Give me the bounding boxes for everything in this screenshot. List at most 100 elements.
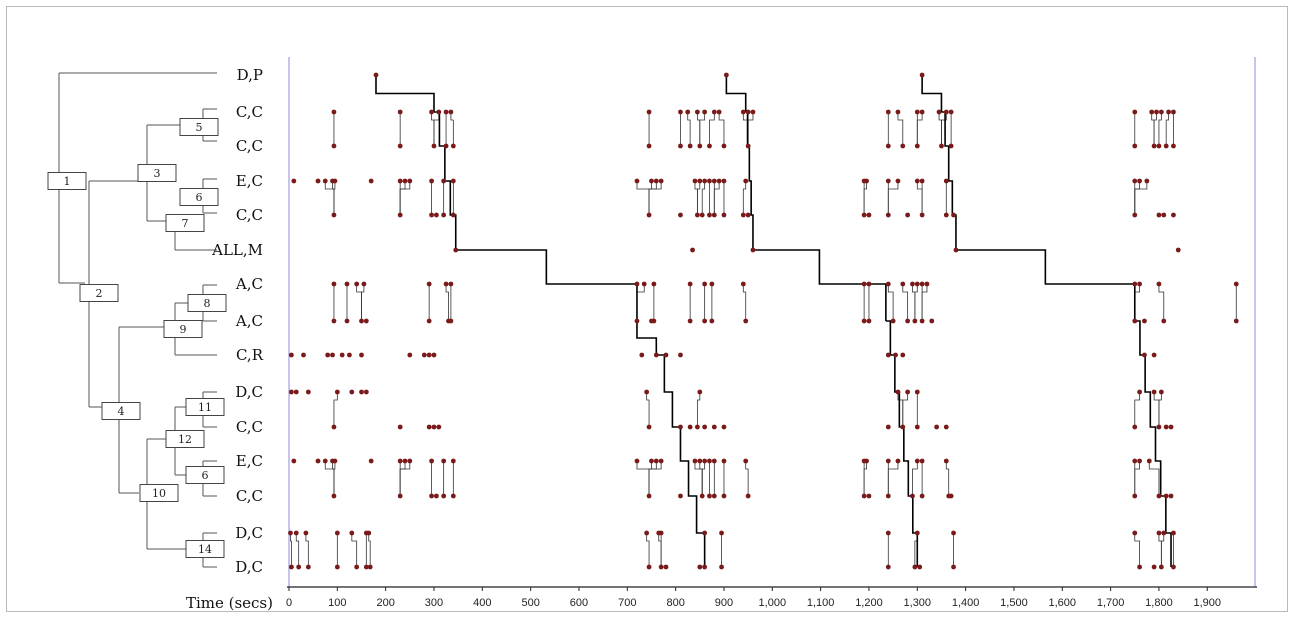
event-marker	[1144, 178, 1150, 184]
event-marker	[1137, 389, 1143, 395]
event-marker	[864, 458, 869, 464]
event-marker	[649, 458, 654, 464]
event-marker	[697, 564, 703, 570]
tree-node-box	[165, 430, 205, 448]
event-marker	[291, 458, 297, 464]
axis-tick-label: 700	[618, 597, 636, 609]
tree-node-label: 11	[198, 401, 212, 414]
event-link	[1134, 181, 1148, 215]
critical-path-segment	[375, 75, 435, 112]
event-marker	[702, 281, 708, 287]
event-marker	[448, 109, 454, 115]
event-marker	[1166, 109, 1172, 115]
event-marker	[397, 109, 403, 115]
event-marker	[315, 458, 321, 464]
event-marker	[866, 212, 872, 218]
event-marker	[1163, 143, 1169, 149]
event-marker	[653, 178, 659, 184]
event-marker	[1132, 143, 1138, 149]
event-marker	[448, 281, 454, 287]
tree-node-label: 1	[64, 175, 71, 188]
event-link	[636, 461, 650, 496]
event-link	[912, 461, 918, 496]
event-marker	[895, 178, 901, 184]
event-marker	[919, 281, 925, 287]
event-link	[399, 461, 411, 496]
event-marker	[919, 109, 925, 115]
event-marker	[450, 493, 456, 499]
event-marker	[434, 493, 439, 499]
axis-tick-label: 1,800	[1145, 597, 1173, 609]
event-marker	[1156, 212, 1162, 218]
event-marker	[919, 72, 925, 78]
event-marker	[1151, 564, 1157, 570]
event-link	[914, 284, 918, 321]
event-link	[1134, 181, 1141, 215]
event-marker	[910, 493, 915, 499]
event-marker	[721, 178, 727, 184]
event-marker	[914, 458, 920, 464]
event-marker	[702, 424, 708, 430]
axis-tick-label: 1,900	[1194, 597, 1222, 609]
axis-tick-label: 500	[521, 597, 539, 609]
event-link	[696, 392, 701, 427]
tree-node-box	[139, 484, 179, 502]
event-marker	[450, 458, 456, 464]
event-marker	[441, 178, 447, 184]
event-marker	[1132, 493, 1138, 499]
event-link	[863, 181, 867, 215]
event-marker	[934, 424, 940, 430]
event-marker	[289, 564, 294, 570]
event-marker	[900, 352, 906, 358]
event-marker	[1132, 178, 1138, 184]
event-marker	[407, 178, 413, 184]
event-link	[305, 533, 309, 567]
row-label: D,P	[237, 66, 263, 84]
event-marker	[332, 178, 338, 184]
event-marker	[1156, 143, 1162, 149]
event-marker	[293, 389, 299, 395]
event-marker	[919, 212, 925, 218]
event-marker	[711, 493, 717, 499]
event-marker	[953, 247, 959, 253]
event-marker	[397, 143, 403, 149]
event-link	[648, 461, 662, 496]
event-marker	[678, 352, 683, 358]
event-marker	[402, 458, 408, 464]
event-marker	[723, 72, 729, 78]
event-marker	[367, 564, 373, 570]
event-marker	[426, 424, 432, 430]
event-marker	[900, 281, 906, 287]
event-link	[368, 533, 371, 567]
event-marker	[397, 458, 403, 464]
row-label: ALL,M	[211, 241, 263, 259]
event-marker	[685, 109, 691, 115]
event-marker	[939, 143, 944, 149]
event-marker	[331, 318, 337, 324]
event-marker	[289, 352, 294, 358]
event-marker	[702, 564, 708, 570]
event-marker	[895, 109, 901, 115]
critical-path-segment	[656, 354, 706, 567]
event-link	[701, 181, 706, 215]
event-link	[747, 112, 754, 146]
event-link	[945, 461, 950, 496]
event-marker	[1168, 493, 1174, 499]
event-marker	[1137, 281, 1143, 287]
event-marker	[678, 424, 683, 430]
event-marker	[740, 281, 746, 287]
event-marker	[692, 178, 698, 184]
event-link	[887, 284, 894, 321]
event-marker	[750, 109, 756, 115]
event-marker	[919, 458, 925, 464]
event-marker	[687, 424, 693, 430]
row-label: C,C	[236, 206, 263, 224]
event-marker	[919, 493, 925, 499]
axis-tick-label: 900	[715, 597, 733, 609]
event-marker	[885, 178, 891, 184]
event-link	[709, 112, 715, 146]
event-marker	[397, 424, 403, 430]
event-link	[648, 461, 657, 496]
event-marker	[322, 178, 328, 184]
event-marker	[745, 143, 751, 149]
